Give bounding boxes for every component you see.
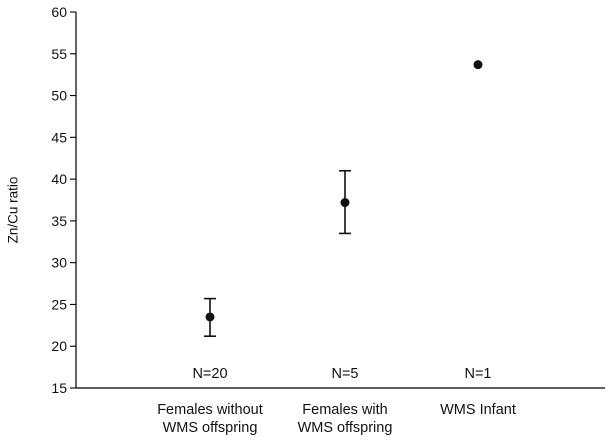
n-label: N=5 <box>331 366 358 382</box>
category-label-line: Females without <box>157 402 263 418</box>
y-tick-label: 25 <box>51 296 67 312</box>
n-label: N=1 <box>464 366 491 382</box>
data-point <box>340 198 350 208</box>
category-label-line: WMS offspring <box>163 420 258 436</box>
category-label: Females without WMS offspring <box>157 402 263 436</box>
y-tick-label: 30 <box>51 255 67 271</box>
n-labels: N=20 N=5 N=1 <box>192 366 491 382</box>
y-tick-label: 45 <box>51 129 67 145</box>
data-points <box>205 60 483 322</box>
category-label-line: WMS offspring <box>298 420 393 436</box>
category-label: Females with WMS offspring <box>298 402 393 436</box>
error-bars <box>204 169 351 337</box>
y-tick-label: 20 <box>51 338 67 354</box>
y-axis-label: Zn/Cu ratio <box>6 177 21 244</box>
data-point <box>205 312 215 322</box>
y-tick-label: 60 <box>51 4 67 20</box>
category-label: WMS Infant <box>440 402 516 418</box>
category-label-line: WMS Infant <box>440 402 516 418</box>
data-point <box>473 60 483 70</box>
y-tick-label: 40 <box>51 171 67 187</box>
y-tick-label: 55 <box>51 46 67 62</box>
category-label-line: Females with <box>302 402 387 418</box>
y-tick-label: 50 <box>51 88 67 104</box>
y-tick-label: 15 <box>51 380 67 396</box>
y-tick-label: 35 <box>51 213 67 229</box>
n-label: N=20 <box>192 366 227 382</box>
axes <box>75 12 605 389</box>
y-ticks: 15 20 25 30 35 40 45 50 55 60 <box>51 4 76 396</box>
